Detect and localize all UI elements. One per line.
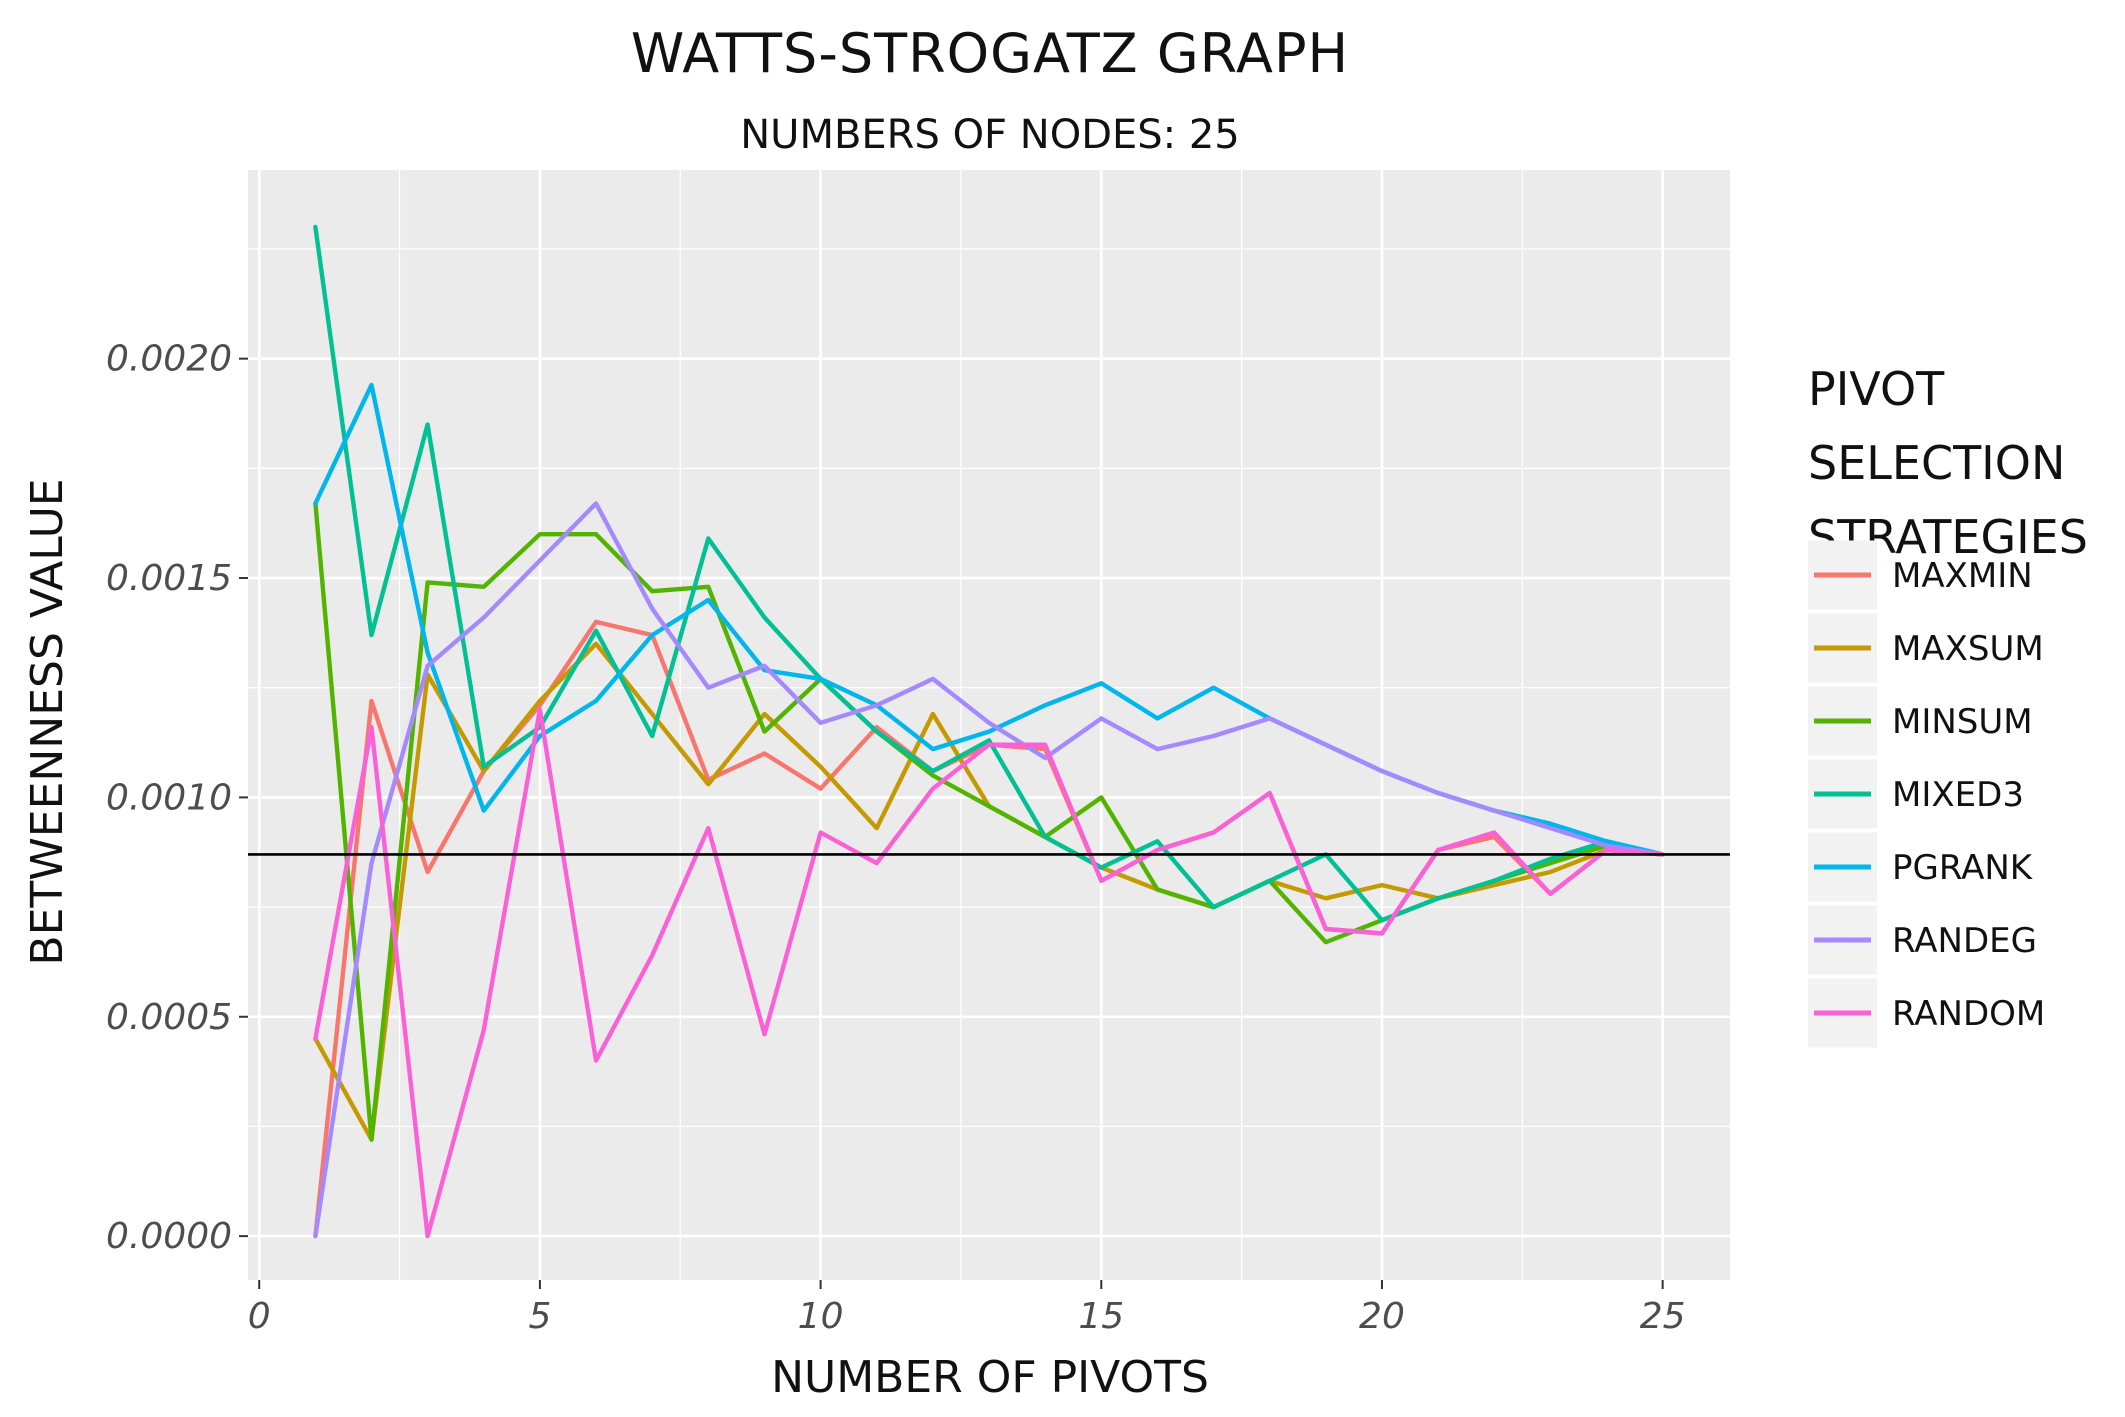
x-tick-label: 20 <box>1359 1296 1405 1337</box>
x-tick-label: 0 <box>248 1296 271 1337</box>
x-tick-label: 10 <box>798 1296 844 1337</box>
y-tick-label: 0.0020 <box>106 339 232 380</box>
x-axis-title: Number of pivots <box>771 1352 1209 1403</box>
x-tick-label: 15 <box>1078 1296 1124 1337</box>
y-axis-title: Betweenness value <box>22 478 73 965</box>
legend-label-minsum: minsum <box>1892 702 2033 742</box>
x-tick-label: 5 <box>528 1296 551 1337</box>
legend: Pivot selection strategies maxmin maxsum min… <box>1808 362 2088 1048</box>
legend-label-randeg: randeg <box>1892 921 2037 961</box>
legend-title: Pivot selection strategies <box>1808 362 2088 564</box>
series-line-random <box>313 707 1665 1239</box>
x-tick-label: 25 <box>1640 1296 1686 1337</box>
legend-label-pgrank: pgrank <box>1892 848 2034 888</box>
grid <box>248 170 1730 1280</box>
legend-label-maxsum: maxsum <box>1892 629 2044 669</box>
chart-subtitle: Numbers of nodes: 25 <box>740 112 1240 158</box>
series-group <box>248 224 1730 1239</box>
legend-label-random: random <box>1892 994 2045 1034</box>
y-tick-label: 0.0005 <box>106 997 232 1038</box>
y-tick-label: 0.0000 <box>106 1216 232 1257</box>
y-tick-label: 0.0015 <box>106 558 232 599</box>
y-tick-label: 0.0010 <box>106 777 232 818</box>
legend-label-mixed3: mixed3 <box>1892 775 2024 815</box>
series-line-randeg <box>313 501 1665 1239</box>
series-line-mixed3 <box>313 224 1665 923</box>
chart-title: Watts-Strogatz graph <box>631 22 1349 85</box>
axes: 0 5 10 15 20 25 0.0000 0.0005 0.0010 0.0015 0.0020 <box>106 339 1686 1337</box>
legend-label-maxmin: maxmin <box>1892 556 2033 596</box>
